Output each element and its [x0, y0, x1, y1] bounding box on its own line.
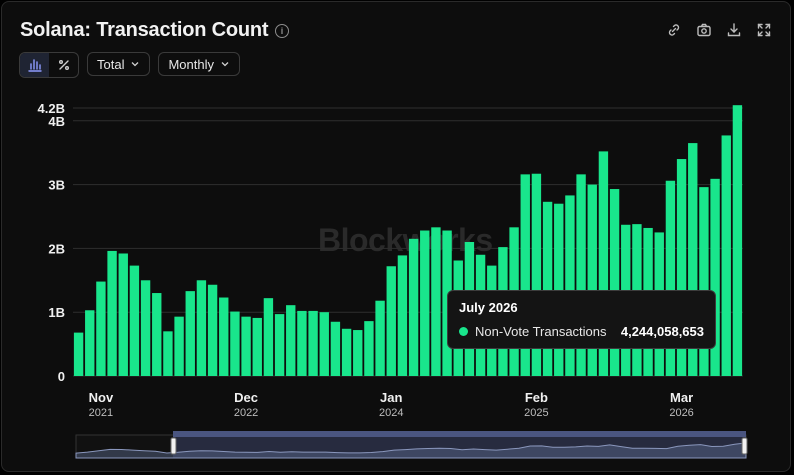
- bar[interactable]: [241, 316, 251, 376]
- bar[interactable]: [185, 291, 195, 376]
- bar[interactable]: [565, 195, 575, 376]
- bar[interactable]: [129, 265, 140, 376]
- tooltip-series: Non-Vote Transactions: [475, 324, 607, 339]
- bar[interactable]: [699, 187, 709, 376]
- info-icon[interactable]: i: [275, 24, 289, 38]
- bar[interactable]: [531, 173, 542, 376]
- bar[interactable]: [420, 230, 430, 376]
- bar[interactable]: [219, 297, 229, 376]
- y-tick-label: 0: [58, 369, 65, 384]
- bar[interactable]: [73, 332, 84, 376]
- x-tick-year: 2025: [524, 407, 548, 419]
- expand-icon[interactable]: [756, 22, 772, 38]
- link-icon[interactable]: [666, 22, 682, 38]
- y-tick-label: 4B: [48, 114, 65, 129]
- bar[interactable]: [319, 312, 329, 376]
- tooltip-date: July 2026: [459, 300, 518, 315]
- x-tick-year: 2022: [234, 407, 258, 419]
- bar[interactable]: [96, 281, 106, 376]
- x-tick-month: Jan: [380, 390, 402, 405]
- bar[interactable]: [732, 105, 743, 376]
- watermark: Blockworks: [318, 222, 493, 258]
- bar[interactable]: [107, 250, 117, 376]
- bar[interactable]: [297, 310, 307, 376]
- bar[interactable]: [520, 174, 530, 376]
- x-tick-month: Dec: [234, 390, 258, 405]
- bar[interactable]: [140, 280, 151, 376]
- bar[interactable]: [196, 280, 207, 376]
- filter-dropdown[interactable]: Total: [87, 52, 151, 76]
- bar[interactable]: [676, 159, 687, 376]
- interval-dropdown[interactable]: Monthly: [158, 52, 240, 76]
- tooltip-value: 4,244,058,653: [620, 324, 704, 339]
- bar[interactable]: [609, 189, 620, 376]
- range-handle[interactable]: [170, 437, 177, 455]
- bar[interactable]: [587, 184, 597, 376]
- bar[interactable]: [163, 331, 173, 376]
- download-icon[interactable]: [726, 22, 742, 38]
- page-title: Solana: Transaction Count: [20, 19, 269, 41]
- bar[interactable]: [286, 305, 296, 376]
- chevron-down-icon: [132, 62, 139, 67]
- x-tick-year: 2026: [669, 407, 693, 419]
- y-tick-label: 4.2B: [38, 101, 65, 116]
- bar[interactable]: [152, 293, 162, 376]
- x-tick-year: 2024: [379, 407, 403, 419]
- bar[interactable]: [118, 253, 128, 376]
- bar[interactable]: [542, 201, 553, 376]
- bar[interactable]: [375, 300, 385, 376]
- percent-icon: [58, 60, 69, 70]
- bar[interactable]: [721, 135, 731, 376]
- x-tick-month: Feb: [525, 390, 548, 405]
- bar[interactable]: [576, 174, 586, 376]
- chart-toolbar: [666, 22, 772, 38]
- bar[interactable]: [207, 284, 218, 376]
- bar-chart-icon: [27, 59, 42, 72]
- bar[interactable]: [397, 255, 408, 376]
- camera-icon[interactable]: [696, 22, 712, 38]
- bar[interactable]: [598, 151, 609, 376]
- chevron-down-icon: [221, 62, 229, 67]
- bar[interactable]: [174, 316, 184, 376]
- percent-view-button[interactable]: [49, 53, 78, 77]
- chart-controls: Total Monthly: [19, 52, 240, 78]
- view-toggle: [19, 52, 79, 78]
- bar[interactable]: [431, 227, 441, 376]
- bar[interactable]: [688, 143, 698, 376]
- bar[interactable]: [408, 238, 419, 376]
- series-color-dot: [459, 327, 468, 336]
- bar[interactable]: [710, 178, 720, 376]
- x-tick-month: Nov: [89, 390, 114, 405]
- y-tick-label: 3B: [48, 178, 65, 193]
- range-handle[interactable]: [741, 437, 748, 455]
- bar[interactable]: [554, 203, 564, 376]
- bar[interactable]: [386, 266, 396, 376]
- bar[interactable]: [341, 328, 352, 376]
- chart-tooltip: July 2026 Non-Vote Transactions 4,244,05…: [447, 290, 716, 349]
- bar[interactable]: [308, 310, 318, 376]
- x-tick-year: 2021: [89, 407, 113, 419]
- filter-dropdown-label: Total: [97, 56, 125, 72]
- interval-dropdown-label: Monthly: [168, 56, 214, 72]
- y-tick-label: 1B: [48, 305, 65, 320]
- bar[interactable]: [263, 298, 274, 376]
- x-tick-month: Mar: [670, 390, 693, 405]
- navigator-series: [75, 442, 747, 459]
- range-scrollbar[interactable]: [173, 431, 746, 437]
- bar[interactable]: [252, 317, 262, 376]
- bar[interactable]: [330, 321, 341, 376]
- bar[interactable]: [274, 314, 285, 376]
- bar[interactable]: [364, 321, 374, 376]
- y-tick-label: 2B: [48, 241, 65, 256]
- bar-view-button[interactable]: [20, 53, 49, 77]
- bar[interactable]: [230, 311, 240, 376]
- bar[interactable]: [353, 330, 363, 376]
- bar[interactable]: [665, 180, 676, 376]
- bar[interactable]: [85, 310, 95, 376]
